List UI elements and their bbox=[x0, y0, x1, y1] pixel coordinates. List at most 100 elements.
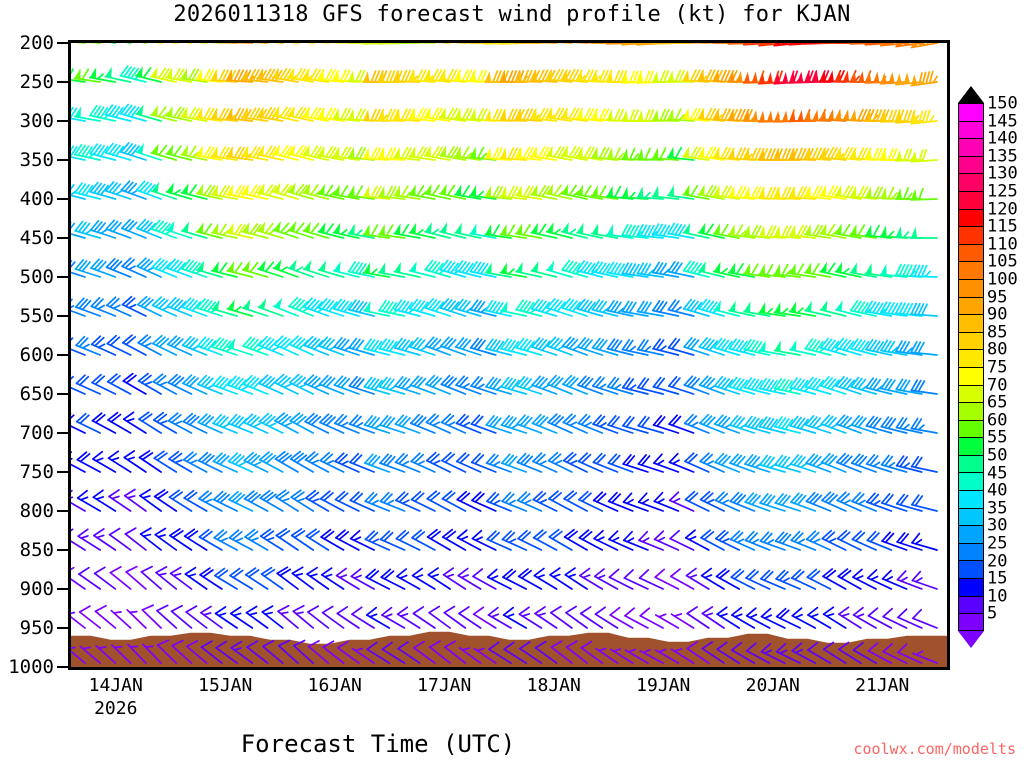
colorbar-swatch bbox=[958, 173, 984, 191]
colorbar-swatch bbox=[958, 454, 984, 473]
barb-row-250 bbox=[71, 65, 938, 87]
colorbar-tick-label: 5 bbox=[987, 603, 998, 624]
colorbar-swatch bbox=[958, 419, 984, 438]
colorbar-tick-label: 25 bbox=[987, 533, 1008, 554]
y-tick-mark bbox=[57, 588, 68, 590]
barb-row-850 bbox=[71, 527, 938, 551]
y-tick-label: 800 bbox=[19, 500, 54, 522]
colorbar-tick-label: 75 bbox=[987, 357, 1008, 378]
barb-row-550 bbox=[71, 295, 938, 317]
colorbar-tick-label: 80 bbox=[987, 339, 1008, 360]
x-tick-label: 18JAN bbox=[526, 675, 581, 696]
colorbar-swatch bbox=[958, 138, 984, 156]
y-tick-mark bbox=[57, 120, 68, 122]
colorbar-swatch bbox=[958, 490, 984, 508]
colorbar-tick-label: 135 bbox=[987, 146, 1018, 167]
colorbar-swatch bbox=[958, 261, 984, 279]
y-tick-label: 300 bbox=[19, 110, 54, 132]
colorbar-bottom-arrow-icon bbox=[958, 631, 984, 648]
x-tick-label: 17JAN bbox=[417, 675, 472, 696]
y-tick-label: 550 bbox=[19, 305, 54, 327]
barb-row-700 bbox=[71, 411, 938, 434]
y-axis: 200 250 300 350 400 450 500 550 600 650 700 750 800 8… bbox=[0, 32, 68, 678]
y-tick-label: 450 bbox=[19, 227, 54, 249]
colorbar-swatch bbox=[958, 278, 984, 297]
colorbar-tick-label: 65 bbox=[987, 392, 1008, 413]
y-tick-label: 200 bbox=[19, 32, 54, 54]
colorbar-swatch bbox=[958, 578, 984, 596]
colorbar-swatch bbox=[958, 296, 984, 315]
colorbar-tick-label: 120 bbox=[987, 199, 1018, 220]
colorbar-swatch bbox=[958, 507, 984, 526]
y-tick-mark bbox=[57, 42, 68, 44]
colorbar-tick-label: 150 bbox=[987, 93, 1018, 114]
x-axis-title: Forecast Time (UTC) bbox=[240, 730, 516, 758]
x-tick-label: 20JAN bbox=[745, 675, 800, 696]
x-tick-label: 15JAN bbox=[198, 675, 253, 696]
colorbar-tick-label: 50 bbox=[987, 445, 1008, 466]
y-tick-mark bbox=[57, 627, 68, 629]
colorbar-swatch bbox=[958, 243, 984, 262]
colorbar-tick-label: 125 bbox=[987, 181, 1018, 202]
colorbar-tick-label: 60 bbox=[987, 410, 1008, 431]
y-tick-label: 950 bbox=[19, 617, 54, 639]
colorbar-swatch-stack bbox=[958, 103, 984, 631]
colorbar-legend: 150 145 140 135 130 125 120 115 110 105 100 95 90 85 8… bbox=[958, 86, 1024, 656]
x-tick-label: 14JAN bbox=[88, 675, 143, 696]
barb-row-500 bbox=[71, 257, 938, 278]
colorbar-swatch bbox=[958, 384, 984, 403]
page-title: 2026011318 GFS forecast wind profile (kt… bbox=[173, 2, 851, 27]
y-tick-mark bbox=[57, 666, 68, 668]
colorbar-swatch bbox=[958, 208, 984, 227]
colorbar-swatch bbox=[958, 542, 984, 561]
colorbar-tick-label: 85 bbox=[987, 322, 1008, 343]
x-tick-label: 16JAN bbox=[307, 675, 362, 696]
colorbar-tick-label: 45 bbox=[987, 463, 1008, 484]
barb-row-750 bbox=[71, 450, 938, 473]
y-tick-mark bbox=[57, 510, 68, 512]
colorbar-swatch bbox=[958, 595, 984, 614]
barb-row-300 bbox=[71, 103, 938, 125]
x-axis-year-label: 2026 bbox=[94, 698, 138, 719]
watermark: coolwx.com/modelts bbox=[853, 740, 1016, 758]
colorbar-swatch bbox=[958, 349, 984, 367]
colorbar-swatch bbox=[958, 103, 984, 121]
colorbar-swatch bbox=[958, 525, 984, 543]
y-tick-mark bbox=[57, 549, 68, 551]
colorbar-swatch bbox=[958, 402, 984, 420]
colorbar-swatch bbox=[958, 331, 984, 350]
colorbar-swatch bbox=[958, 613, 984, 631]
colorbar-swatch bbox=[958, 190, 984, 209]
barb-row-900 bbox=[71, 565, 938, 590]
colorbar-tick-label: 100 bbox=[987, 269, 1018, 290]
y-tick-label: 600 bbox=[19, 344, 54, 366]
colorbar-tick-label: 110 bbox=[987, 234, 1018, 255]
y-tick-label: 400 bbox=[19, 188, 54, 210]
y-tick-label: 500 bbox=[19, 266, 54, 288]
y-tick-label: 650 bbox=[19, 383, 54, 405]
colorbar-tick-label: 55 bbox=[987, 427, 1008, 448]
barb-row-650 bbox=[71, 372, 938, 395]
colorbar-swatch bbox=[958, 366, 984, 385]
y-tick-mark bbox=[57, 276, 68, 278]
y-tick-label: 250 bbox=[19, 71, 54, 93]
colorbar-swatch bbox=[958, 314, 984, 332]
colorbar-top-arrow-icon bbox=[958, 86, 984, 103]
colorbar-tick-label: 30 bbox=[987, 515, 1008, 536]
y-tick-mark bbox=[57, 354, 68, 356]
barb-row-200 bbox=[75, 43, 938, 49]
y-tick-label: 350 bbox=[19, 149, 54, 171]
y-tick-label: 900 bbox=[19, 578, 54, 600]
x-tick-label: 19JAN bbox=[636, 675, 691, 696]
x-axis: 14JAN 2026 15JAN 16JAN 17JAN 18JAN 19JAN 20JAN 2… bbox=[68, 673, 950, 733]
y-tick-mark bbox=[57, 315, 68, 317]
colorbar-tick-label: 40 bbox=[987, 480, 1008, 501]
barb-row-450 bbox=[71, 218, 938, 239]
x-tick-label: 21JAN bbox=[855, 675, 910, 696]
barb-row-surface bbox=[71, 639, 938, 664]
y-tick-mark bbox=[57, 159, 68, 161]
y-tick-mark bbox=[57, 471, 68, 473]
colorbar-tick-label: 70 bbox=[987, 375, 1008, 396]
barb-row-400 bbox=[71, 180, 938, 201]
colorbar-tick-label: 95 bbox=[987, 287, 1008, 308]
